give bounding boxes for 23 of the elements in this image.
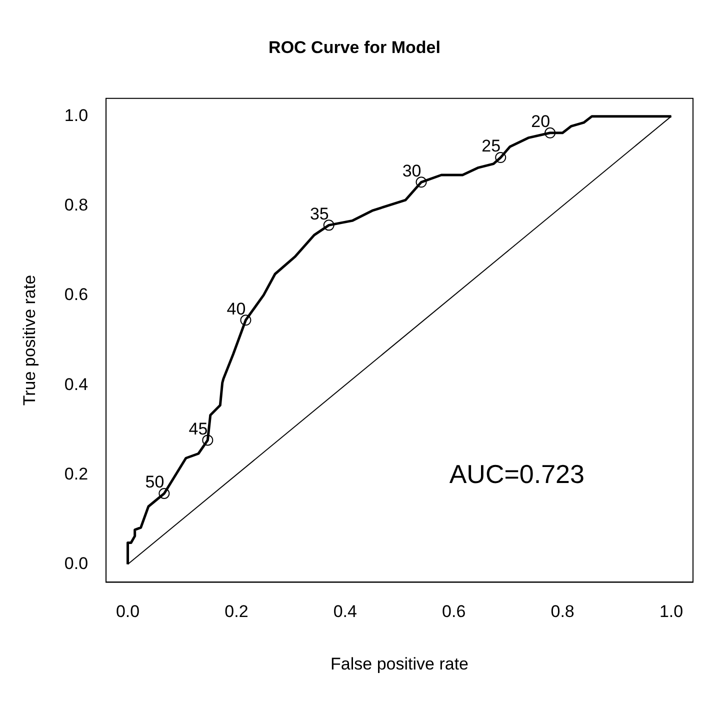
chart-title: ROC Curve for Model <box>268 38 440 57</box>
annotation: AUC=0.723 <box>449 458 584 489</box>
annotation: 35 <box>310 204 329 224</box>
x-tick-label: 0.8 <box>550 602 574 622</box>
x-tick-label: 1.0 <box>659 602 684 622</box>
annotation: 20 <box>531 112 550 132</box>
y-axis-title: True positive rate <box>20 274 39 406</box>
annotation: 50 <box>145 472 164 492</box>
x-tick-label: 0.0 <box>116 602 140 622</box>
annotation: 40 <box>226 299 246 318</box>
x-tick-label: 0.2 <box>224 602 248 622</box>
annotation: 25 <box>482 136 501 156</box>
y-tick-label: 0.8 <box>64 196 88 215</box>
x-tick-label: 0.6 <box>442 602 466 622</box>
x-axis-title: False positive rate <box>330 654 468 674</box>
y-tick-label: 0.6 <box>64 285 88 304</box>
annotation: 45 <box>188 419 208 438</box>
y-tick-label: 0.0 <box>64 554 88 573</box>
y-tick-label: 1.0 <box>64 106 88 126</box>
y-tick-label: 0.4 <box>64 374 88 394</box>
x-tick-label: 0.4 <box>333 602 357 622</box>
y-tick-label: 0.2 <box>64 464 88 484</box>
annotation: 30 <box>402 161 422 180</box>
